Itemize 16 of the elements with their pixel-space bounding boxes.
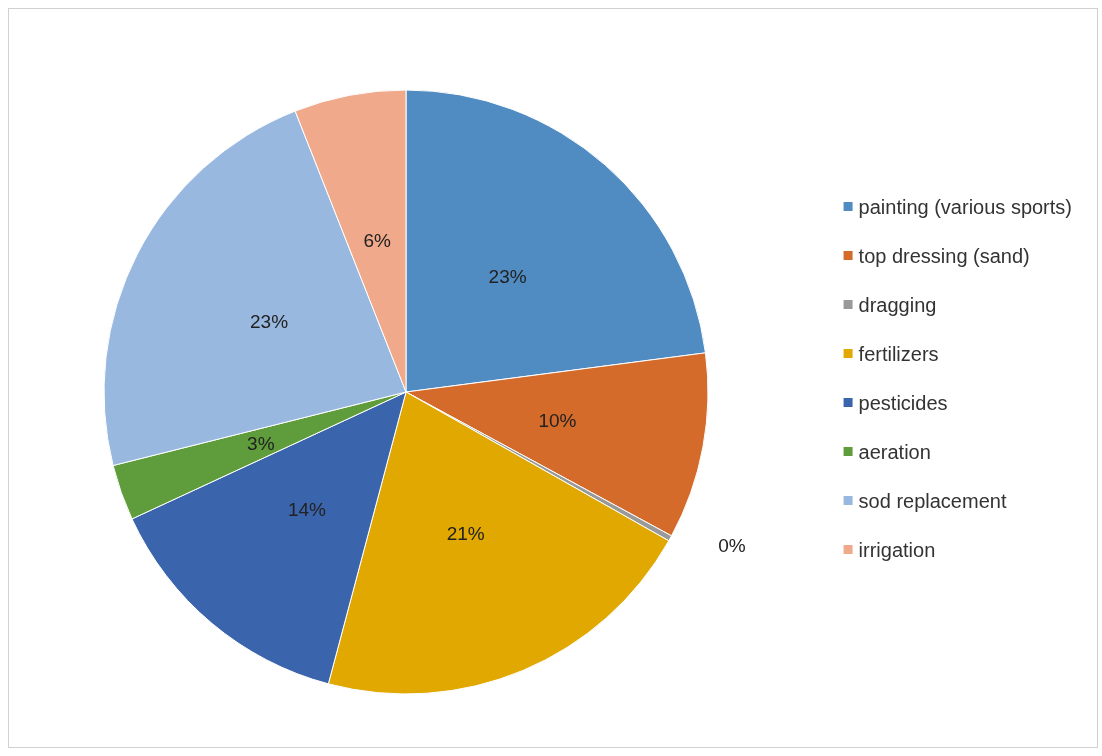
legend-label: pesticides (858, 391, 948, 414)
legend-label: aeration (858, 440, 931, 463)
data-label: 23% (488, 265, 527, 287)
legend-label: sod replacement (858, 489, 1007, 512)
data-label: 14% (287, 499, 327, 521)
data-label: 10% (538, 409, 577, 431)
legend-label: dragging (858, 293, 937, 316)
data-label: 3% (247, 432, 275, 454)
data-label: 21% (446, 523, 485, 545)
data-label: 23% (250, 311, 289, 333)
data-label: 0% (718, 535, 746, 557)
legend-label: painting (various sports) (858, 195, 1073, 218)
legend-label: top dressing (sand) (858, 244, 1030, 267)
legend-label: irrigation (858, 538, 936, 561)
legend-label: fertilizers (858, 342, 939, 365)
data-label: 6% (363, 230, 392, 252)
